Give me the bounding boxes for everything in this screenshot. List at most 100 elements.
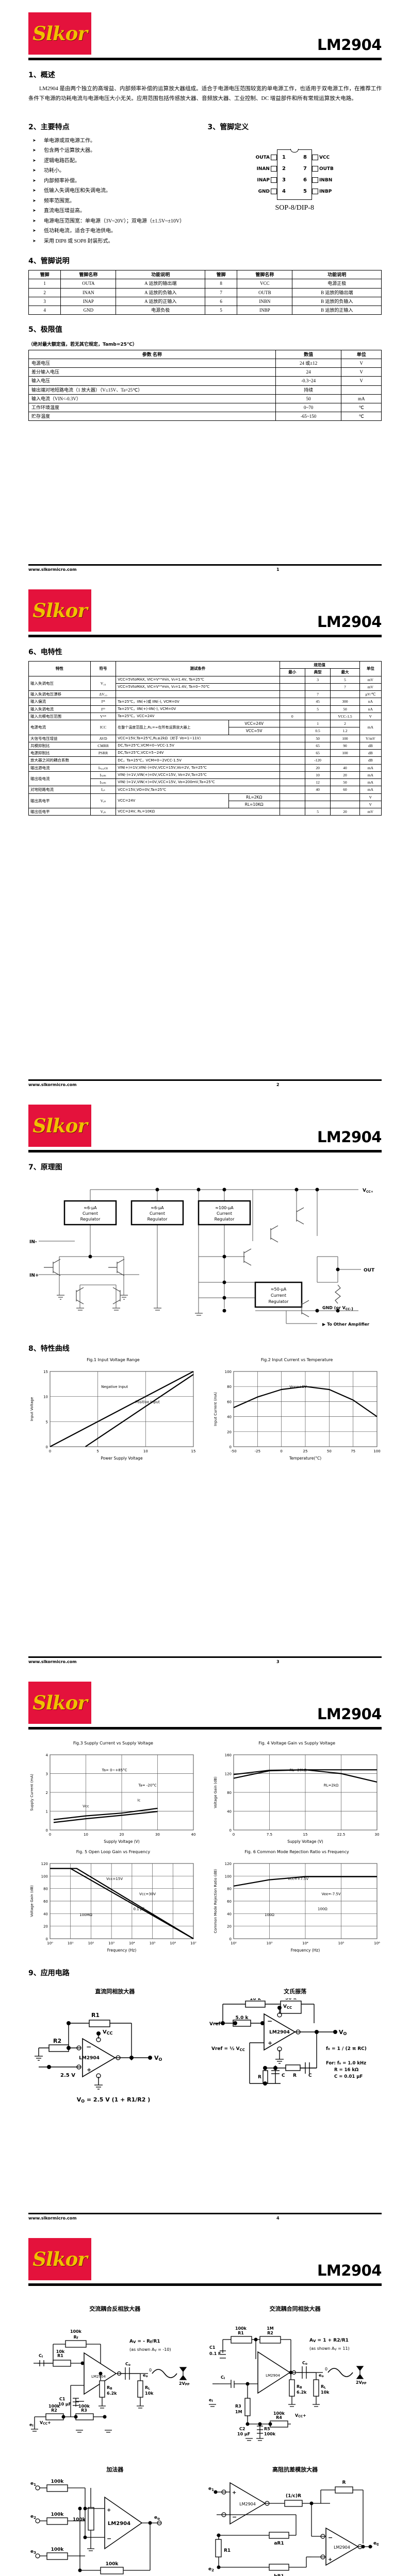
footer-url[interactable]: www.slkormicro.com — [28, 2216, 77, 2221]
ec-max — [330, 793, 360, 801]
ec-characteristic: 对地短路电流 — [28, 786, 91, 794]
ec-max: 7 — [330, 683, 360, 691]
pin-stub — [270, 166, 277, 172]
ec-min — [279, 705, 305, 713]
svg-text:0: 0 — [46, 1937, 48, 1941]
svg-text:0: 0 — [229, 1937, 232, 1941]
ec-unit: mA — [359, 771, 382, 779]
svg-text:7.5: 7.5 — [267, 1833, 272, 1837]
footer-url[interactable]: www.slkormicro.com — [28, 1659, 77, 1664]
ec-symbol: AVD — [90, 734, 117, 742]
ec-condition: VCC=24V — [116, 793, 229, 808]
label-noninverting-input: + — [107, 2507, 111, 2513]
svg-text:100: 100 — [225, 1874, 232, 1878]
label-c1: C1 — [209, 2345, 216, 2350]
ec-unit: V — [359, 793, 382, 801]
chart-title: Fig. 6 Common Mode Rejection Ratio vs Fr… — [244, 1850, 349, 1854]
col-unit: 单位 — [359, 661, 382, 676]
svg-text:≈50-µA: ≈50-µA — [271, 1287, 287, 1292]
col-spec: 规范值 — [279, 660, 360, 669]
ec-sub-condition: RL=10KΩ — [228, 800, 280, 809]
svg-text:80: 80 — [227, 1887, 232, 1891]
svg-text:15: 15 — [191, 1449, 196, 1453]
note-r: R = 16 kΩ — [334, 2067, 358, 2073]
pin-table-cell: 电源正极 — [292, 279, 382, 289]
page-header: Slkor LM2904 — [28, 1092, 382, 1147]
feature-item: 采用 DIP8 或 SOP8 封装形式。 — [28, 236, 203, 247]
limits-header: 单位 — [341, 350, 382, 360]
formula-vref: Vref = ½ VCC — [211, 2046, 245, 2052]
svg-text:40: 40 — [191, 1833, 196, 1837]
label-vcc: VCC+ — [295, 2413, 306, 2418]
ec-typ: 5 — [304, 705, 331, 713]
svg-text:Supply Voltage (V): Supply Voltage (V) — [287, 1839, 323, 1844]
footer-url[interactable]: www.slkormicro.com — [28, 567, 77, 572]
svg-text:RL=2kΩ: RL=2kΩ — [324, 1783, 339, 1787]
ec-characteristic: 输入共模电压范围 — [28, 712, 91, 721]
page-footer: www.slkormicro.com 4 — [28, 2213, 382, 2226]
svg-text:100Ω: 100Ω — [318, 1907, 327, 1911]
label-c1: C1 — [59, 2397, 65, 2401]
app-circuit-summing: 加法器 — [28, 2460, 202, 2576]
ec-typ: 65 — [304, 741, 331, 750]
pin-label: INAN — [256, 166, 270, 172]
page-1: Slkor LM2904 1、概述 LM2904 是由两个独立的高增益、内部频率… — [0, 0, 410, 577]
schematic-label-in-plus: IN+ — [29, 1273, 39, 1278]
ec-condition: Ta=25℃，VCC=24V — [116, 712, 280, 721]
label-vcc: VCC — [283, 2004, 292, 2010]
table-row: 放大器之间的耦合系数 DC，Ta=25℃，VCM=0~2VCC-1.5V -120 d… — [28, 756, 382, 765]
ec-condition: VIN(+)=1V,VIN(-)=0V,VCC=15V,Vo=2V, Ta=25… — [116, 764, 280, 772]
svg-text:15: 15 — [43, 1370, 48, 1374]
svg-text:40: 40 — [43, 1912, 48, 1916]
label-rl-value: 10k — [321, 2390, 330, 2395]
svg-text:Current: Current — [217, 1211, 232, 1216]
label-r5-value: 100k — [264, 2432, 276, 2436]
svg-text:10⁵: 10⁵ — [338, 1941, 345, 1945]
label-c-series: C — [308, 2073, 312, 2078]
svg-text:20: 20 — [227, 1925, 232, 1929]
pin-number: 2 — [282, 166, 286, 172]
slkor-logo: Slkor — [28, 1682, 91, 1724]
label-rb: RB — [297, 2384, 302, 2389]
ec-unit: mV — [359, 807, 382, 816]
ec-max: 50 — [330, 705, 360, 713]
svg-text:-25: -25 — [255, 1449, 260, 1453]
pin-number: 8 — [303, 155, 307, 161]
svg-text:30: 30 — [155, 1833, 160, 1837]
svg-text:Regulator: Regulator — [269, 1299, 289, 1304]
svg-text:0: 0 — [49, 1449, 51, 1453]
footer-rule — [28, 2213, 382, 2214]
limits-cell: ℃ — [341, 412, 382, 421]
ec-typ — [304, 793, 331, 801]
svg-text:Voltage Gain (dB): Voltage Gain (dB) — [30, 1885, 34, 1917]
label-vo: VO — [154, 2055, 162, 2062]
app-title: 加法器 — [106, 2466, 124, 2473]
svg-text:100: 100 — [41, 1874, 48, 1878]
svg-text:10²: 10² — [88, 1941, 94, 1945]
footer-url[interactable]: www.slkormicro.com — [28, 1082, 77, 1087]
svg-text:4: 4 — [46, 1753, 48, 1757]
label-r5: R5 — [264, 2427, 270, 2431]
ec-condition: VIN(-)=1V,VIN(+)=0V,VCC=15V, Vo=2V,Ta=25… — [116, 771, 280, 779]
pin-table-cell: 3 — [28, 296, 61, 306]
ec-characteristic: 输入偏流 — [28, 698, 91, 706]
label-r2-value: 100k — [48, 2404, 60, 2409]
table-row: 输入失调电流 Iᴵᴰ Ta=25℃，IIN(+)-IIN(-), VCM=0V 5 50… — [28, 705, 382, 713]
label-r2: R2 — [267, 2331, 273, 2335]
pin-table-cell: B 运放的输出端 — [292, 287, 382, 297]
ec-min — [279, 756, 305, 765]
ec-unit: mV — [359, 675, 382, 684]
feature-item: 直流电压增益高。 — [28, 206, 203, 216]
pin-table-cell: INAN — [60, 287, 117, 297]
ec-typ: -120 — [304, 756, 331, 765]
svg-text:Current: Current — [271, 1293, 286, 1298]
svg-text:0: 0 — [233, 1833, 235, 1837]
svg-text:Vcc: Vcc — [83, 1804, 89, 1808]
svg-text:Vcc=+5V: Vcc=+5V — [290, 1385, 307, 1389]
svg-text:10⁴: 10⁴ — [129, 1941, 135, 1945]
ec-symbol: ΔV₁₀ — [90, 690, 117, 699]
label-rf-value: 100k — [70, 2329, 82, 2334]
ec-symbol: Iᴵᴮ — [90, 698, 117, 706]
svg-text:Vcc=+7.5V: Vcc=+7.5V — [288, 1877, 308, 1881]
ec-max: VCC-1.5 — [330, 712, 360, 721]
